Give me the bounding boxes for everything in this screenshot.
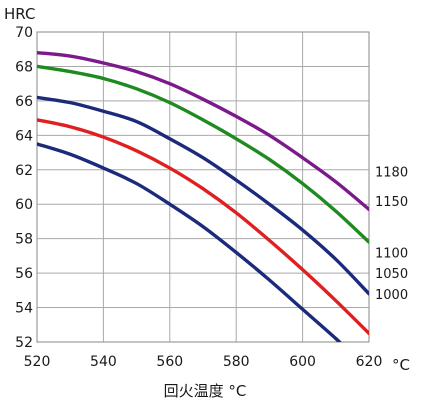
series-label-1180: 1180 [375,166,408,181]
x-tick-520: 520 [24,354,51,370]
x-tick-labels: 520 540 560 580 600 620 [24,354,383,370]
series-line-1000 [37,142,342,342]
y-axis-label: HRC [4,5,35,23]
series-line-1180 [37,50,369,212]
plot-frame [36,31,370,343]
series-label-1050: 1050 [375,267,408,282]
series-label-1000: 1000 [375,288,408,303]
y-tick-66: 66 [15,94,33,110]
y-tick-54: 54 [15,301,33,317]
y-tick-labels: 52 54 56 58 60 62 64 66 68 70 [15,25,33,351]
y-tick-64: 64 [15,128,33,144]
x-tick-600: 600 [289,354,316,370]
y-tick-52: 52 [15,335,33,351]
grid [36,31,370,343]
x-tick-620: 620 [356,354,383,370]
x-tick-580: 580 [223,354,250,370]
series-line-1050 [37,118,369,336]
series-labels: 1180 1150 1100 1050 1000 [375,166,408,303]
y-tick-56: 56 [15,266,33,282]
series-line-1150 [37,64,369,244]
series-label-1100: 1100 [375,246,408,261]
x-tick-540: 540 [90,354,117,370]
x-axis-label: 回火温度 °C [164,382,247,400]
series-line-1100 [37,95,369,296]
y-tick-62: 62 [15,163,33,179]
y-tick-70: 70 [15,25,33,41]
series-lines [37,50,369,342]
y-tick-68: 68 [15,59,33,75]
y-tick-58: 58 [15,232,33,248]
x-axis-unit: °C [392,356,410,374]
series-label-1150: 1150 [375,195,408,210]
x-tick-560: 560 [156,354,183,370]
y-tick-60: 60 [15,197,33,213]
